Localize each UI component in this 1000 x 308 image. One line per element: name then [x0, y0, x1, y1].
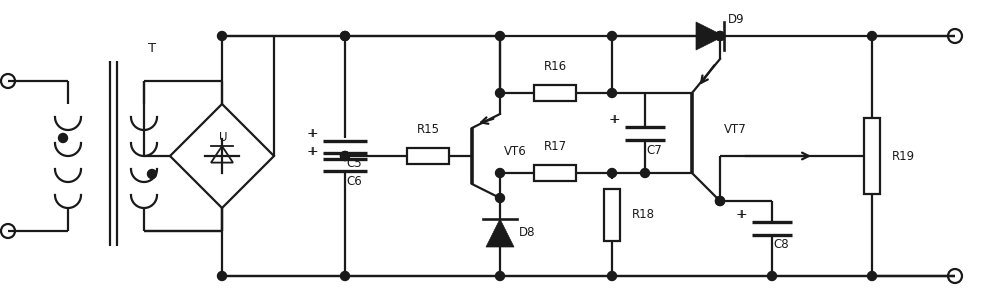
Text: R16: R16 — [543, 60, 567, 73]
Circle shape — [496, 271, 505, 281]
Circle shape — [716, 31, 724, 40]
Text: +: + — [736, 208, 747, 221]
Bar — [864, 118, 880, 194]
Text: +: + — [307, 127, 318, 140]
Polygon shape — [486, 219, 514, 247]
Text: +: + — [609, 112, 620, 125]
Circle shape — [640, 168, 650, 177]
Circle shape — [59, 133, 68, 143]
Circle shape — [341, 31, 350, 40]
Circle shape — [608, 168, 616, 177]
Text: R17: R17 — [543, 140, 567, 153]
Text: +: + — [306, 127, 317, 140]
Text: +: + — [307, 145, 318, 158]
Text: C6: C6 — [346, 175, 362, 188]
Circle shape — [341, 271, 350, 281]
Text: D9: D9 — [728, 13, 745, 26]
Circle shape — [218, 271, 227, 281]
Text: D8: D8 — [519, 226, 536, 240]
Text: R15: R15 — [417, 123, 440, 136]
Bar — [534, 165, 576, 181]
Circle shape — [341, 152, 350, 160]
Circle shape — [716, 197, 724, 205]
Bar — [534, 85, 576, 101]
Circle shape — [496, 88, 505, 98]
Circle shape — [218, 31, 227, 40]
Text: +: + — [608, 112, 619, 125]
Circle shape — [148, 169, 157, 179]
Circle shape — [608, 31, 616, 40]
Text: U: U — [219, 131, 227, 144]
Polygon shape — [696, 22, 724, 50]
Circle shape — [868, 271, 876, 281]
Text: +: + — [306, 145, 317, 158]
Circle shape — [496, 31, 505, 40]
Text: C8: C8 — [773, 238, 789, 252]
Circle shape — [716, 197, 724, 205]
Circle shape — [768, 271, 776, 281]
Circle shape — [496, 168, 505, 177]
Circle shape — [341, 152, 350, 160]
Text: R19: R19 — [892, 149, 915, 163]
Text: C5: C5 — [346, 157, 362, 170]
Text: VT7: VT7 — [724, 123, 747, 136]
Circle shape — [608, 88, 616, 98]
Circle shape — [716, 31, 724, 40]
Bar — [604, 189, 620, 241]
Circle shape — [608, 271, 616, 281]
Circle shape — [496, 193, 505, 202]
Text: +: + — [735, 208, 746, 221]
Text: VT6: VT6 — [504, 144, 527, 157]
Text: R18: R18 — [632, 209, 655, 221]
Circle shape — [341, 31, 350, 40]
Circle shape — [868, 31, 876, 40]
Text: C7: C7 — [646, 144, 662, 156]
Bar — [407, 148, 449, 164]
Text: T: T — [148, 42, 156, 55]
